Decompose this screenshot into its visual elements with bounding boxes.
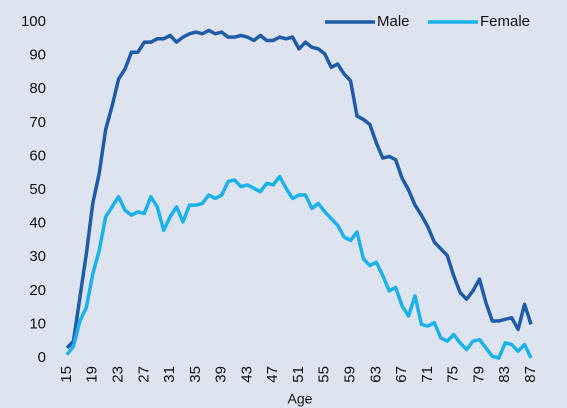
x-tick-label: 27 [135,366,152,383]
y-tick-label: 20 [29,282,46,299]
y-tick-label: 50 [29,181,46,198]
x-tick-label: 79 [470,366,487,383]
x-tick-label: 43 [238,366,255,383]
data-line [65,28,533,350]
x-tick-label: 15 [58,366,75,383]
x-tick-label: 31 [161,366,178,383]
x-tick-label: 51 [290,366,307,383]
y-tick-label: 70 [29,114,46,131]
data-line [65,174,533,360]
x-tick-label: 83 [496,366,513,383]
x-tick-label: 55 [316,366,333,383]
y-tick-label: 60 [29,147,46,164]
y-tick-label: 90 [29,47,46,64]
x-tick-label: 59 [342,366,359,383]
x-tick-label: 71 [419,366,436,383]
x-tick-label: 39 [213,366,230,383]
legend-label: Female [480,13,530,30]
x-tick-label: 67 [393,366,410,383]
x-tick-label: 23 [110,366,127,383]
y-tick-label: 0 [38,349,46,366]
x-tick-label: 87 [522,366,539,383]
y-tick-label: 40 [29,215,46,232]
y-tick-label: 30 [29,248,46,265]
x-tick-label: 75 [445,366,462,383]
x-tick-label: 35 [187,366,204,383]
x-tick-label: 63 [367,366,384,383]
x-axis-label: Age [288,391,313,407]
x-tick-label: 19 [84,366,101,383]
x-tick-label: 47 [264,366,281,383]
y-tick-label: 100 [21,13,46,30]
y-tick-label: 10 [29,315,46,332]
y-tick-label: 80 [29,80,46,97]
legend-label: Male [377,13,410,30]
